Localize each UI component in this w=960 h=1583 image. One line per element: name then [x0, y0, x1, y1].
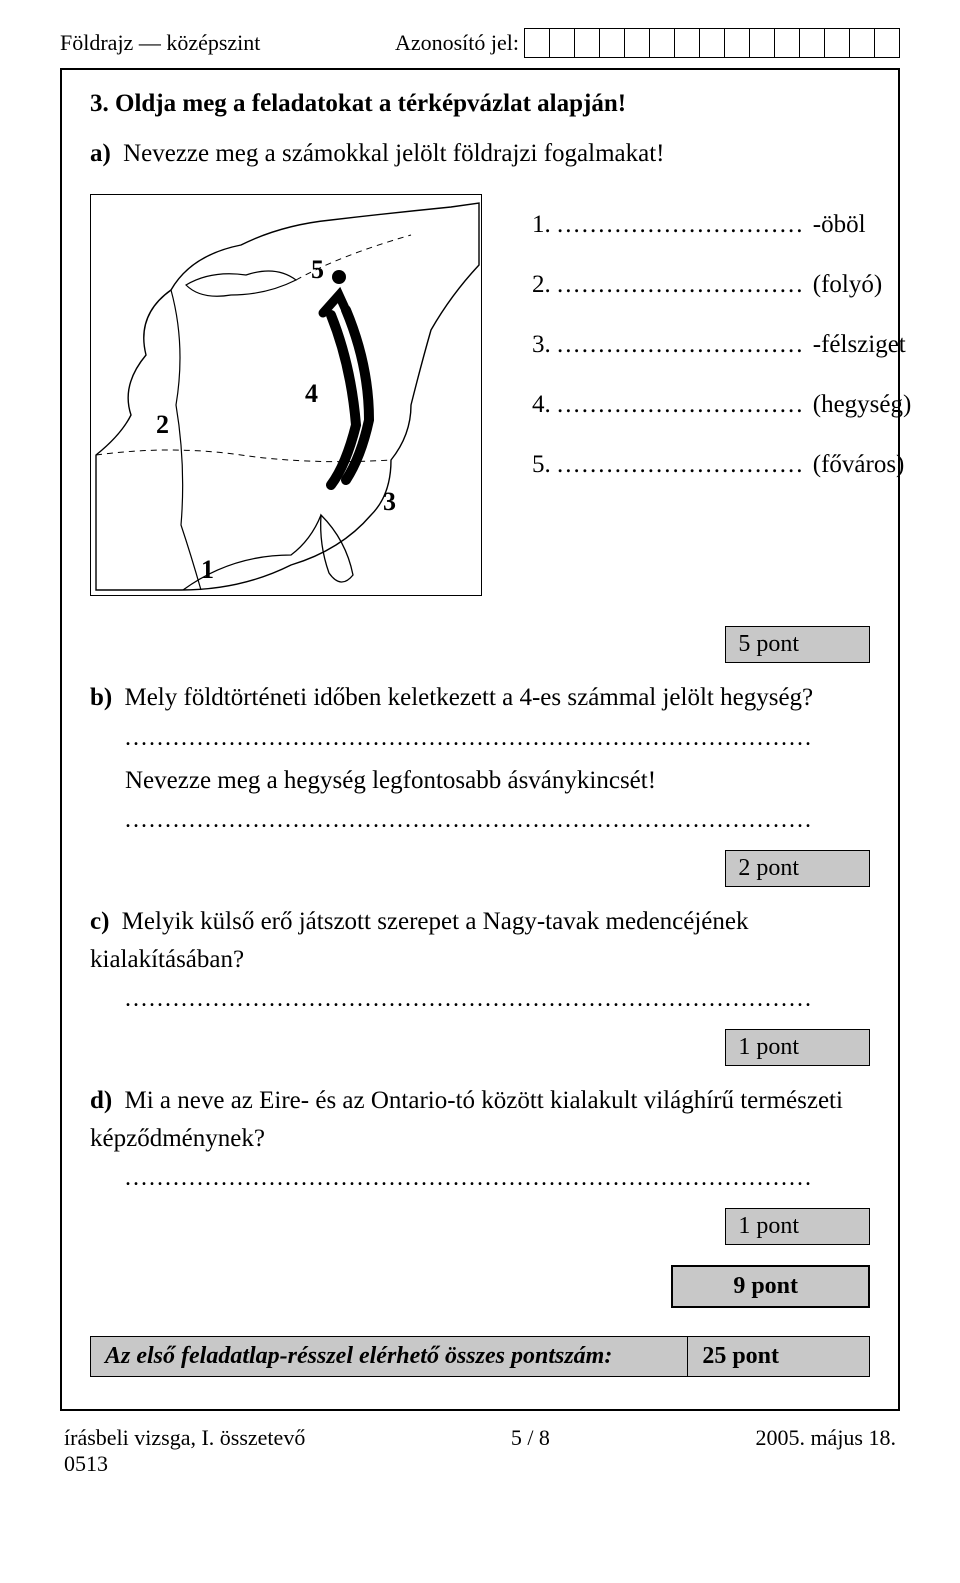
capital-dot [332, 270, 346, 284]
id-block: Azonosító jel: [395, 28, 900, 58]
id-box[interactable] [699, 28, 725, 58]
subject-level: Földrajz — középszint [60, 30, 260, 56]
summary-label: Az első feladatlap-résszel elérhető össz… [90, 1336, 688, 1377]
florida-path [321, 515, 353, 582]
a-text: Nevezze meg a számokkal jelölt földrajzi… [123, 140, 664, 167]
question-title: 3. Oldja meg a feladatokat a térképvázla… [90, 90, 870, 118]
points-d-row: 1 pont [90, 1208, 870, 1245]
answer-num: 1. [532, 211, 557, 238]
c-answer-line[interactable]: ........................................… [125, 986, 870, 1013]
map-svg [91, 195, 481, 595]
answer-num: 5. [532, 451, 557, 478]
id-box[interactable] [799, 28, 825, 58]
map-label-4: 4 [305, 379, 318, 409]
d-answer-line[interactable]: ........................................… [125, 1165, 870, 1192]
total-row: 9 pont [90, 1265, 870, 1308]
id-box[interactable] [749, 28, 775, 58]
a-label: a) [90, 140, 111, 167]
b-text: Mely földtörténeti időben keletkezett a … [124, 684, 813, 711]
answer-row: 1. .............................. -öböl [532, 200, 911, 250]
answer-dots[interactable]: .............................. [557, 331, 813, 358]
id-box[interactable] [624, 28, 650, 58]
coastline-path [96, 203, 479, 590]
id-box[interactable] [599, 28, 625, 58]
footer-center: 5 / 8 [511, 1425, 550, 1477]
answer-suffix: (főváros) [813, 451, 905, 478]
appalachian-arrow-top [323, 295, 349, 317]
answer-list: 1. .............................. -öböl 2… [532, 194, 911, 500]
id-box[interactable] [549, 28, 575, 58]
question-title-text: Oldja meg a feladatokat a térképvázlat a… [115, 90, 626, 117]
answer-row: 2. .............................. (folyó… [532, 260, 911, 310]
page: Földrajz — középszint Azonosító jel: 3. … [0, 0, 960, 1517]
answer-suffix: (folyó) [813, 271, 882, 298]
map-sketch: 1 2 3 4 5 [90, 194, 482, 596]
summary-row: Az első feladatlap-résszel elérhető össz… [90, 1336, 870, 1377]
answer-num: 2. [532, 271, 557, 298]
main-frame: 3. Oldja meg a feladatokat a térképvázla… [60, 68, 900, 1411]
id-label: Azonosító jel: [395, 30, 519, 56]
answer-num: 4. [532, 391, 557, 418]
b-label: b) [90, 684, 112, 711]
footer-left-line2: 0513 [64, 1451, 305, 1477]
question-b: b) Mely földtörténeti időben keletkezett… [90, 679, 870, 717]
id-boxes [525, 28, 900, 58]
question-d: d) Mi a neve az Eire- és az Ontario-tó k… [90, 1082, 870, 1157]
footer-left-line1: írásbeli vizsga, I. összetevő [64, 1425, 305, 1451]
b-answer-line-1[interactable]: ........................................… [125, 725, 870, 752]
map-and-answers: 1 2 3 4 5 1. ...........................… [90, 194, 870, 596]
id-box[interactable] [649, 28, 675, 58]
summary-value: 25 pont [688, 1336, 870, 1377]
answer-suffix: (hegység) [813, 391, 912, 418]
points-a: 5 pont [725, 626, 870, 663]
id-box[interactable] [824, 28, 850, 58]
answer-suffix: -félsziget [813, 331, 906, 358]
answer-num: 3. [532, 331, 557, 358]
id-box[interactable] [524, 28, 550, 58]
d-text: Mi a neve az Eire- és az Ontario-tó közö… [90, 1087, 843, 1152]
id-box[interactable] [874, 28, 900, 58]
river-path [171, 290, 201, 590]
answer-dots[interactable]: .............................. [557, 271, 813, 298]
page-footer: írásbeli vizsga, I. összetevő 0513 5 / 8… [60, 1425, 900, 1477]
great-lakes-path [186, 271, 296, 296]
c-text: Melyik külső erő játszott szerepet a Nag… [90, 908, 749, 973]
id-box[interactable] [574, 28, 600, 58]
id-box[interactable] [849, 28, 875, 58]
question-c: c) Melyik külső erő játszott szerepet a … [90, 903, 870, 978]
points-a-row: 5 pont [90, 626, 870, 663]
points-d: 1 pont [725, 1208, 870, 1245]
c-label: c) [90, 908, 109, 935]
points-c: 1 pont [725, 1029, 870, 1066]
question-a: a) Nevezze meg a számokkal jelölt földra… [90, 140, 870, 168]
map-label-5: 5 [311, 255, 324, 285]
map-label-2: 2 [156, 410, 169, 440]
answer-row: 4. .............................. (hegys… [532, 380, 911, 430]
points-c-row: 1 pont [90, 1029, 870, 1066]
b-answer-line-2[interactable]: ........................................… [125, 807, 870, 834]
map-label-1: 1 [201, 555, 214, 585]
answer-row: 3. .............................. -félsz… [532, 320, 911, 370]
points-b: 2 pont [725, 850, 870, 887]
answer-suffix: -öböl [813, 211, 866, 238]
id-box[interactable] [774, 28, 800, 58]
page-header: Földrajz — középszint Azonosító jel: [60, 28, 900, 58]
answer-dots[interactable]: .............................. [557, 391, 813, 418]
answer-dots[interactable]: .............................. [557, 211, 813, 238]
id-box[interactable] [724, 28, 750, 58]
map-label-3: 3 [383, 487, 396, 517]
total-points: 9 pont [671, 1265, 870, 1308]
b-text-2: Nevezze meg a hegység legfontosabb ásván… [125, 762, 870, 800]
points-b-row: 2 pont [90, 850, 870, 887]
d-label: d) [90, 1087, 112, 1114]
answer-row: 5. .............................. (fővár… [532, 440, 911, 490]
question-number: 3. [90, 90, 109, 117]
id-box[interactable] [674, 28, 700, 58]
footer-right: 2005. május 18. [755, 1425, 896, 1477]
footer-left: írásbeli vizsga, I. összetevő 0513 [64, 1425, 305, 1477]
answer-dots[interactable]: .............................. [557, 451, 813, 478]
